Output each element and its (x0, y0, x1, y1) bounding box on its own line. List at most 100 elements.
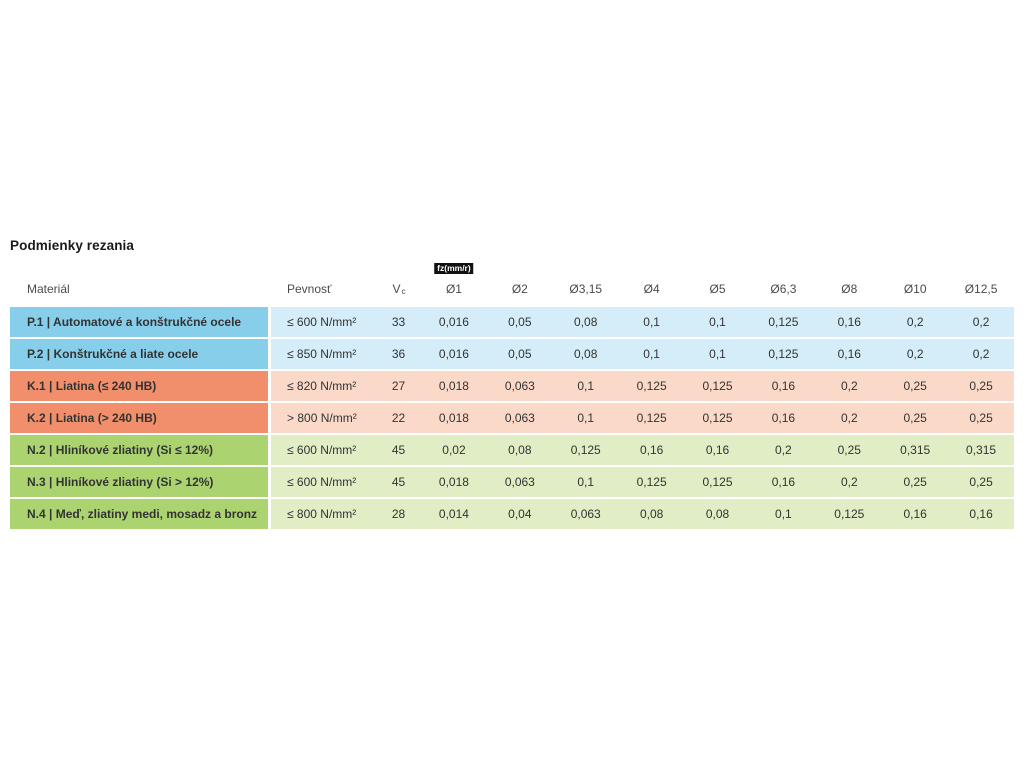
fz-value-cell: 0,16 (837, 347, 861, 361)
strength-cell: ≤ 850 N/mm² (287, 347, 357, 361)
fz-value-cell: 0,125 (570, 443, 601, 457)
fz-value-cell: 0,1 (577, 475, 595, 489)
fz-value-cell: 0,014 (438, 507, 469, 521)
fz-value-cell: 0,2 (840, 411, 858, 425)
fz-value-cell: 0,2 (775, 443, 792, 457)
fz-value-cell: 0,063 (570, 507, 601, 521)
fz-value-cell: 0,16 (969, 507, 993, 521)
fz-value-cell: 0,25 (969, 379, 993, 393)
row-values: ≤ 800 N/mm² 28 0,014 0,04 0,063 0,08 0,0… (271, 499, 1014, 529)
fz-value-cell: 0,1 (577, 411, 595, 425)
fz-value-cell: 0,1 (709, 315, 726, 329)
fz-value-cell: 0,08 (574, 347, 598, 361)
strength-cell: ≤ 600 N/mm² (287, 443, 357, 457)
table-row: P.2 | Konštrukčné a liate ocele ≤ 850 N/… (10, 339, 1014, 369)
strength-cell: ≤ 800 N/mm² (287, 507, 357, 521)
header-diameter-8: Ø10 (903, 281, 927, 296)
material-cell: K.1 | Liatina (≤ 240 HB) (10, 371, 268, 401)
row-values: ≤ 820 N/mm² 27 0,018 0,063 0,1 0,125 0,1… (271, 371, 1014, 401)
material-cell: N.4 | Meď, zliatiny medi, mosadz a bronz (10, 499, 268, 529)
diameter-label: Ø1 (445, 281, 462, 296)
material-cell: K.2 | Liatina (> 240 HB) (10, 403, 268, 433)
fz-value-cell: 0,16 (705, 443, 730, 457)
row-values: ≤ 850 N/mm² 36 0,016 0,05 0,08 0,1 0,1 0… (271, 339, 1014, 369)
vc-cell: 33 (391, 315, 406, 329)
strength-cell: ≤ 600 N/mm² (287, 475, 357, 489)
fz-value-cell: 0,1 (709, 347, 726, 361)
table-row: N.3 | Hliníkové zliatiny (Si > 12%) ≤ 60… (10, 467, 1014, 497)
fz-value-cell: 0,125 (834, 507, 865, 521)
header-diameter-1: fz(mm/r) Ø1 (421, 263, 487, 297)
header-diameter-5: Ø5 (709, 281, 726, 296)
fz-value-cell: 0,125 (702, 475, 733, 489)
fz-value-cell: 0,1 (577, 379, 595, 393)
fz-value-cell: 0,016 (438, 347, 469, 361)
table-body: P.1 | Automatové a konštrukčné ocele ≤ 6… (10, 307, 1014, 529)
fz-value-cell: 0,05 (508, 347, 532, 361)
fz-value-cell: 0,2 (906, 347, 924, 361)
fz-unit-badge: fz(mm/r) (434, 263, 474, 274)
fz-value-cell: 0,08 (705, 507, 730, 521)
row-values: ≤ 600 N/mm² 45 0,02 0,08 0,125 0,16 0,16… (271, 435, 1014, 465)
vc-symbol: V (392, 281, 401, 296)
vc-cell: 27 (391, 379, 406, 393)
fz-value-cell: 0,2 (840, 379, 858, 393)
fz-value-cell: 0,16 (771, 475, 796, 489)
fz-value-cell: 0,25 (903, 411, 927, 425)
fz-value-cell: 0,016 (438, 315, 469, 329)
fz-value-cell: 0,063 (504, 475, 535, 489)
header-strength: Pevnosť (287, 281, 332, 296)
fz-value-cell: 0,063 (504, 411, 535, 425)
vc-cell: 45 (391, 475, 406, 489)
fz-value-cell: 0,125 (636, 411, 667, 425)
fz-value-cell: 0,1 (775, 507, 792, 521)
table-row: N.4 | Meď, zliatiny medi, mosadz a bronz… (10, 499, 1014, 529)
table-row: P.1 | Automatové a konštrukčné ocele ≤ 6… (10, 307, 1014, 337)
fz-value-cell: 0,05 (508, 315, 532, 329)
header-diameter-3: Ø3,15 (569, 281, 603, 296)
fz-value-cell: 0,25 (969, 411, 993, 425)
row-values: > 800 N/mm² 22 0,018 0,063 0,1 0,125 0,1… (271, 403, 1014, 433)
fz-value-cell: 0,018 (438, 411, 469, 425)
fz-value-cell: 0,125 (768, 347, 799, 361)
fz-value-cell: 0,125 (768, 315, 799, 329)
vc-cell: 28 (391, 507, 406, 521)
page-title: Podmienky rezania (10, 238, 134, 253)
fz-value-cell: 0,08 (508, 443, 532, 457)
strength-cell: ≤ 820 N/mm² (287, 379, 357, 393)
header-diameter-4: Ø4 (643, 281, 660, 296)
fz-value-cell: 0,08 (574, 315, 598, 329)
fz-value-cell: 0,315 (900, 443, 931, 457)
table-row: K.1 | Liatina (≤ 240 HB) ≤ 820 N/mm² 27 … (10, 371, 1014, 401)
fz-value-cell: 0,02 (442, 443, 466, 457)
fz-value-cell: 0,125 (636, 475, 667, 489)
fz-value-cell: 0,1 (643, 315, 660, 329)
vc-cell: 45 (391, 443, 406, 457)
fz-value-cell: 0,063 (504, 379, 535, 393)
material-cell: N.2 | Hliníkové zliatiny (Si ≤ 12%) (10, 435, 268, 465)
header-material: Materiál (27, 281, 70, 296)
fz-value-cell: 0,018 (438, 475, 469, 489)
table-row: N.2 | Hliníkové zliatiny (Si ≤ 12%) ≤ 60… (10, 435, 1014, 465)
fz-value-cell: 0,08 (639, 507, 664, 521)
fz-value-cell: 0,2 (972, 347, 990, 361)
fz-value-cell: 0,16 (903, 507, 927, 521)
fz-value-cell: 0,25 (837, 443, 861, 457)
vc-cell: 22 (391, 411, 406, 425)
material-cell: P.1 | Automatové a konštrukčné ocele (10, 307, 268, 337)
strength-cell: > 800 N/mm² (287, 411, 357, 425)
fz-value-cell: 0,16 (771, 379, 796, 393)
fz-value-cell: 0,25 (903, 379, 927, 393)
fz-value-cell: 0,125 (702, 411, 733, 425)
material-cell: N.3 | Hliníkové zliatiny (Si > 12%) (10, 467, 268, 497)
header-diameter-9: Ø12,5 (964, 281, 998, 296)
fz-value-cell: 0,16 (639, 443, 664, 457)
fz-value-cell: 0,125 (702, 379, 733, 393)
header-diameter-2: Ø2 (511, 281, 528, 296)
fz-value-cell: 0,315 (966, 443, 997, 457)
table-row: K.2 | Liatina (> 240 HB) > 800 N/mm² 22 … (10, 403, 1014, 433)
